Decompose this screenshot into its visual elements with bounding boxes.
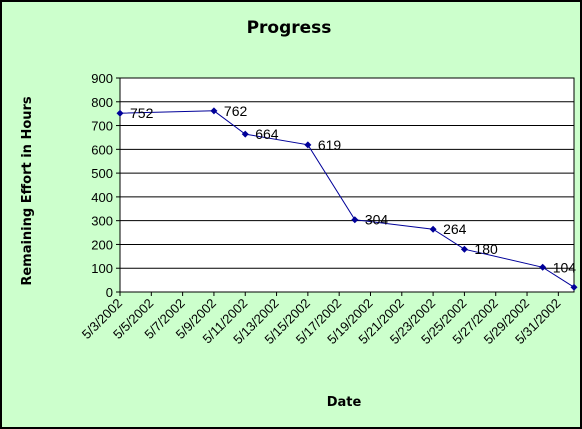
data-label: 762 <box>224 103 248 119</box>
y-tick-label: 0 <box>106 285 113 300</box>
data-label: 104 <box>553 259 577 275</box>
y-axis-ticks: 0 100 200 300 400 500 600 700 800 900 <box>91 71 120 300</box>
y-tick-label: 200 <box>91 237 113 252</box>
x-axis-ticks: 5/3/20025/5/20025/7/20025/9/20025/11/200… <box>79 292 563 347</box>
data-label: 664 <box>255 126 279 142</box>
data-point <box>210 107 218 115</box>
y-axis-label: Remaining Effort in Hours <box>20 96 35 286</box>
y-tick-label: 600 <box>91 142 113 157</box>
gridlines <box>120 101 574 269</box>
data-label: 264 <box>443 221 467 237</box>
y-tick-label: 100 <box>91 261 113 276</box>
data-point <box>241 130 249 138</box>
y-tick-label: 800 <box>91 95 113 110</box>
data-labels: 75276266461930426418010420 <box>130 103 577 275</box>
data-point <box>304 141 312 149</box>
data-label: 304 <box>365 212 389 228</box>
data-label: 752 <box>130 105 154 121</box>
chart-title: Progress <box>247 18 332 38</box>
data-point <box>116 109 124 117</box>
series-remaining-effort <box>116 107 578 291</box>
data-point <box>351 216 359 224</box>
x-axis-label: Date <box>327 395 362 410</box>
data-point <box>570 283 578 291</box>
data-label: 180 <box>474 241 498 257</box>
y-tick-label: 300 <box>91 214 113 229</box>
y-tick-label: 900 <box>91 71 113 86</box>
y-tick-label: 500 <box>91 166 113 181</box>
data-label: 619 <box>318 137 342 153</box>
data-point <box>429 225 437 233</box>
y-tick-label: 400 <box>91 190 113 205</box>
data-point <box>539 263 547 271</box>
plot-area <box>119 77 575 293</box>
y-tick-label: 700 <box>91 119 113 134</box>
data-point <box>460 245 468 253</box>
